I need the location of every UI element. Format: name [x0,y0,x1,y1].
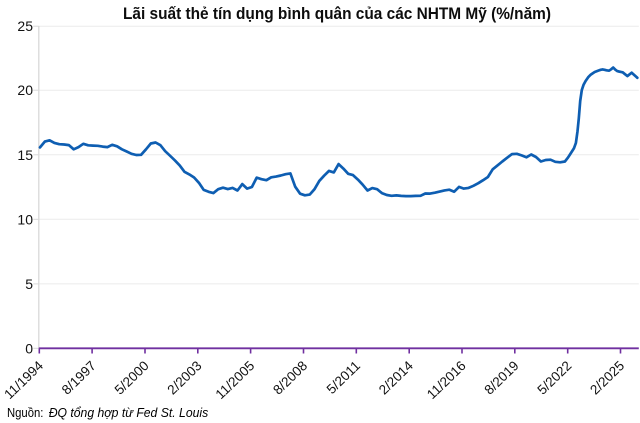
svg-text:5: 5 [25,276,33,292]
svg-text:0: 0 [25,340,33,356]
svg-text:10: 10 [17,211,33,227]
svg-text:Lãi suất thẻ tín dụng bình quâ: Lãi suất thẻ tín dụng bình quân của các … [123,5,551,23]
svg-text:15: 15 [17,147,33,163]
svg-text:ĐQ tổng hợp từ Fed St. Louis: ĐQ tổng hợp từ Fed St. Louis [49,405,209,420]
svg-text:25: 25 [17,18,33,34]
svg-text:Nguồn:: Nguồn: [7,405,43,420]
svg-text:20: 20 [17,82,33,98]
